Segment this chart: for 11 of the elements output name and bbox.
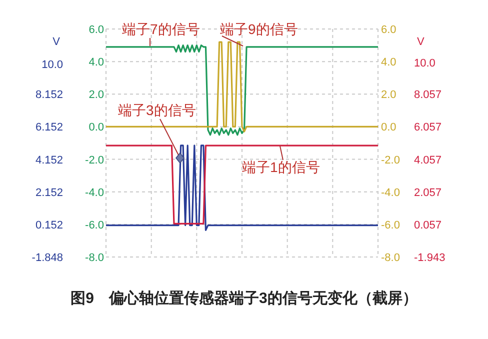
- text: 6.0: [88, 24, 104, 36]
- text: 0.0: [88, 122, 104, 134]
- text: -4.0: [85, 186, 104, 199]
- text: 4.0: [88, 56, 104, 69]
- text: -6.0: [85, 219, 104, 232]
- axis-y2: -1.943 0.057 2.057 4.057 6.057 8.057 10.0 V: [414, 36, 446, 264]
- text: -2.0: [85, 154, 104, 166]
- text: -8.0: [85, 252, 104, 264]
- text: 2.0: [88, 89, 104, 102]
- axis-y3: -1.848 0.152 2.152 4.152 6.152 8.152 10.0 V: [32, 36, 63, 264]
- annotation: 图9 偏心轴位置传感器端子3的信号无变化（截屏）: [70, 290, 418, 307]
